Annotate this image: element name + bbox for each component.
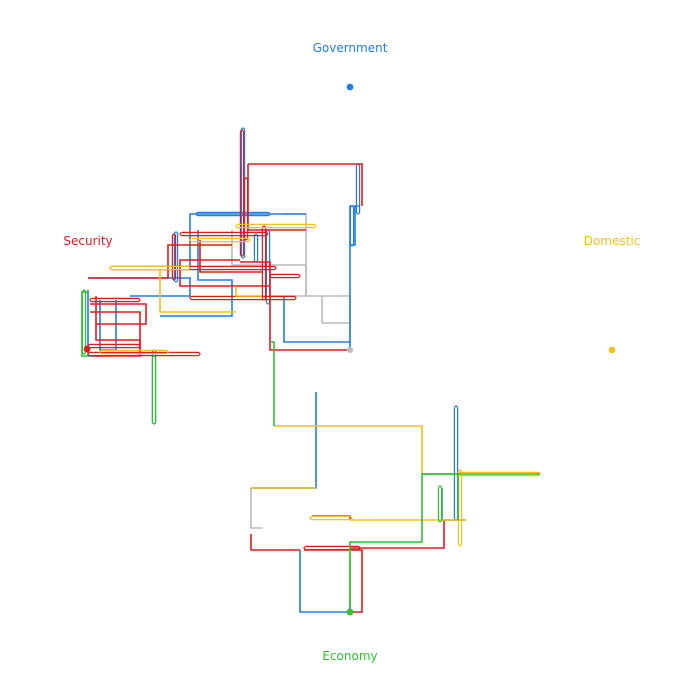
- domestic-path-1: [274, 425, 423, 474]
- economy-pill-1: [81, 289, 87, 355]
- domestic-label: Domestic: [583, 234, 641, 248]
- government-path-7: [99, 300, 117, 351]
- security-pole-dot: [83, 345, 91, 353]
- security-path-3: [247, 164, 306, 231]
- government-path-4: [283, 296, 350, 343]
- security-path-9: [90, 311, 141, 350]
- government-pill-7: [453, 405, 459, 521]
- economy-pole-dot: [346, 608, 354, 616]
- security-path-8: [90, 303, 147, 325]
- center-dot: [347, 347, 353, 353]
- security-pill-1: [239, 129, 245, 257]
- security-pill-9: [89, 297, 141, 303]
- domestic-pill-5: [189, 237, 251, 243]
- government-pill-4: [173, 231, 179, 283]
- neutral-path-2: [322, 295, 351, 323]
- security-pill-4: [261, 225, 267, 301]
- security-path-1: [240, 261, 350, 351]
- economy-path-1: [349, 473, 540, 612]
- domestic-pill-4: [99, 349, 169, 355]
- security-path-13: [350, 520, 445, 549]
- economy-path-3: [422, 473, 459, 520]
- domestic-pill-2: [235, 223, 317, 229]
- security-path-6: [199, 240, 262, 273]
- government-pill-5: [253, 233, 259, 263]
- domestic-pill-7: [457, 469, 463, 547]
- government-label: Government: [312, 41, 388, 55]
- security-pill-7: [179, 231, 269, 237]
- domestic-pill-1: [109, 265, 191, 271]
- neutral-path-4: [250, 488, 263, 529]
- security-pill-10: [269, 273, 301, 279]
- neutral-path-1: [283, 213, 351, 350]
- government-pill-3: [349, 205, 355, 247]
- security-path-10: [304, 549, 363, 613]
- government-pill-1: [240, 127, 246, 259]
- security-pill-6: [189, 295, 297, 301]
- security-path-5: [179, 259, 270, 287]
- government-path-10: [299, 550, 351, 613]
- security-pill-12: [87, 343, 141, 349]
- government-path-2: [350, 206, 356, 246]
- security-pill-2: [171, 233, 177, 281]
- government-path-3: [189, 213, 306, 270]
- domestic-pill-6: [309, 515, 353, 521]
- security-pill-8: [87, 351, 201, 357]
- security-path-11: [250, 534, 300, 551]
- domestic-pole-dot: [608, 346, 616, 354]
- government-pill-9: [195, 211, 271, 217]
- security-pill-3: [243, 177, 249, 241]
- economy-path-2: [270, 341, 275, 426]
- domestic-path-6: [159, 270, 236, 313]
- security-label: Security: [63, 234, 113, 248]
- economy-label: Economy: [322, 649, 378, 663]
- government-path-9: [251, 392, 317, 489]
- government-path-5: [160, 230, 233, 317]
- security-path-2: [248, 163, 363, 206]
- domestic-path-5: [235, 286, 262, 297]
- economy-pill-3: [437, 485, 443, 523]
- government-pole-dot: [346, 83, 354, 91]
- security-pill-11: [303, 545, 361, 551]
- economy-pill-2: [151, 355, 157, 425]
